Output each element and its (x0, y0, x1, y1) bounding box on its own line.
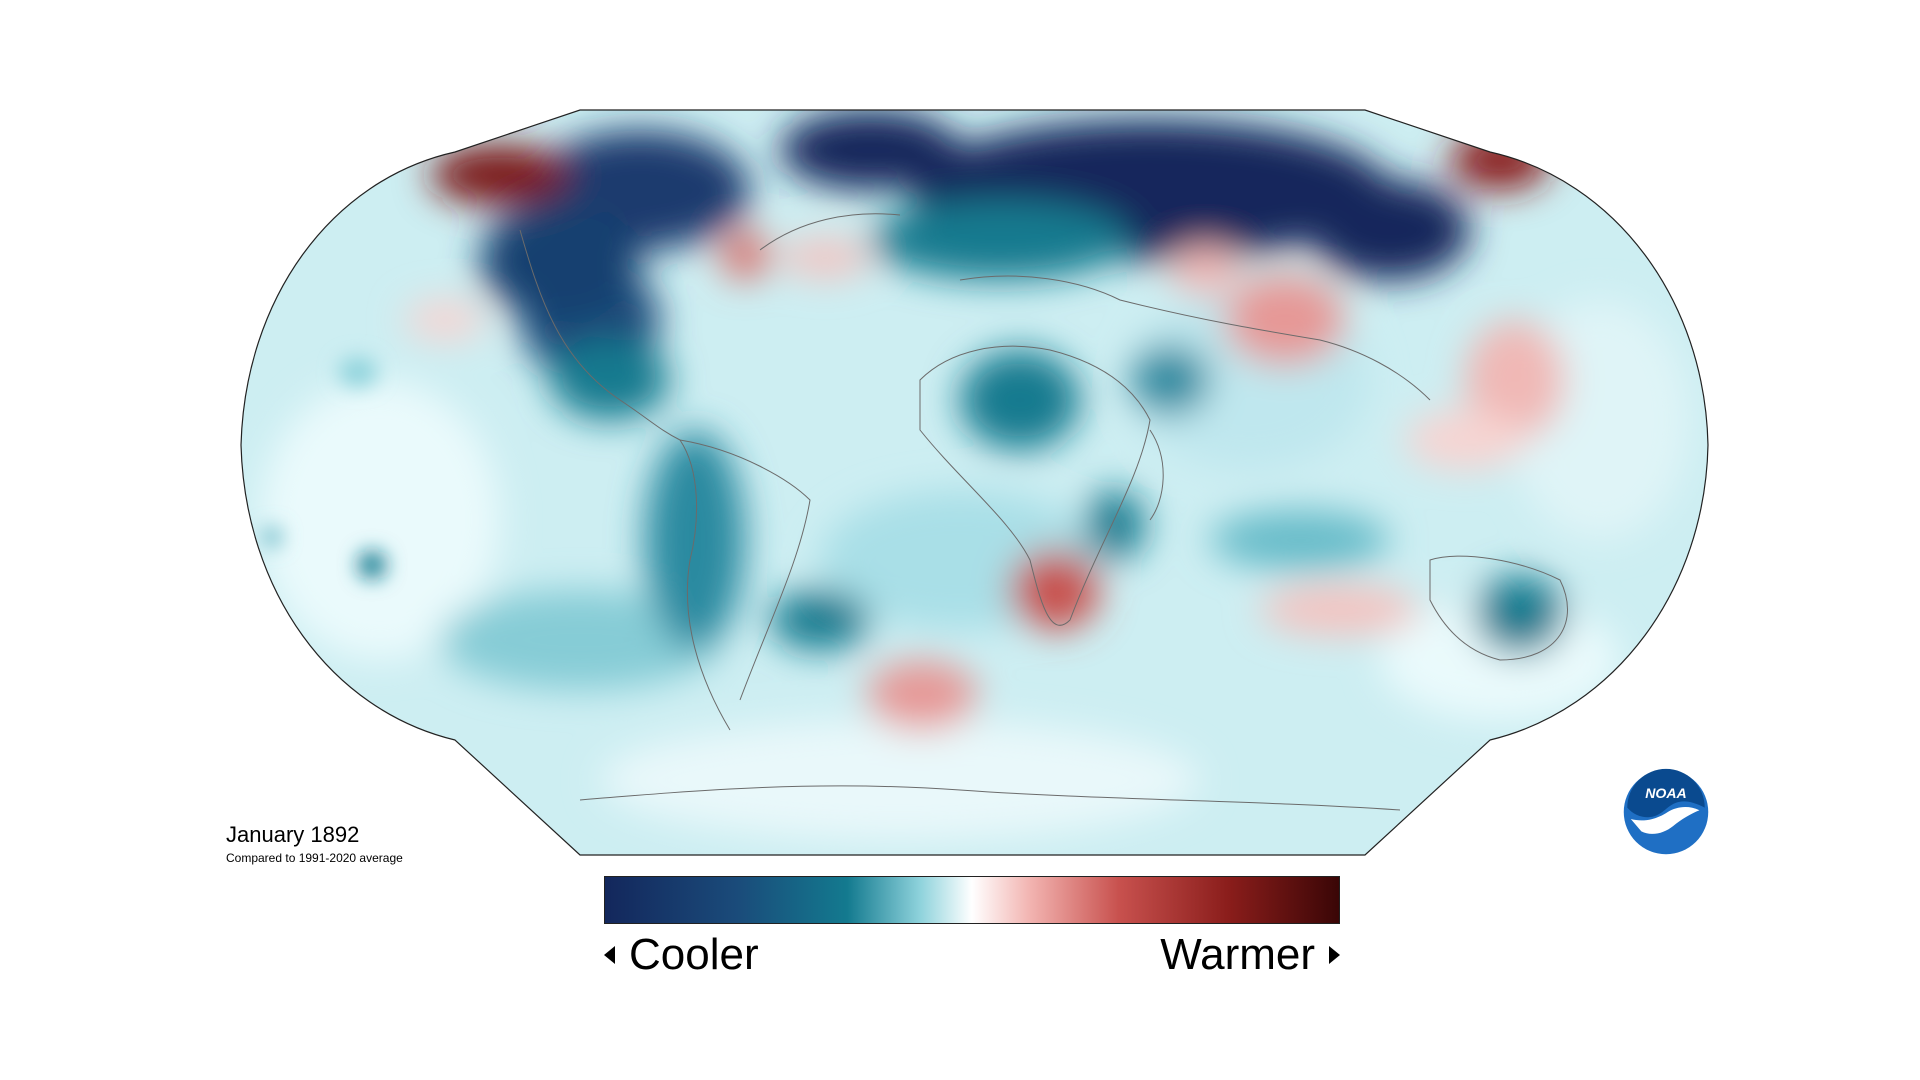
anomaly-blobs (260, 110, 1690, 840)
colorbar-gradient (605, 877, 1339, 923)
colorbar-left-legend: Cooler (604, 930, 759, 980)
triangle-right-icon (1329, 946, 1340, 964)
colorbar-right-legend: Warmer (1160, 930, 1340, 980)
anomaly-field (241, 110, 1708, 855)
coastlines (519, 213, 1568, 811)
map-caption-title: January 1892 (226, 822, 360, 847)
colorbar (604, 876, 1340, 924)
anomaly-spots (262, 357, 386, 579)
warmer-label: Warmer (1160, 930, 1315, 979)
triangle-left-icon (604, 946, 615, 964)
globe-outline (240, 109, 1709, 856)
noaa-logo-text: NOAA (1645, 785, 1686, 801)
cooler-label: Cooler (629, 930, 759, 979)
map-caption-subtitle: Compared to 1991-2020 average (226, 851, 403, 865)
noaa-logo-icon: NOAA (1623, 768, 1709, 855)
